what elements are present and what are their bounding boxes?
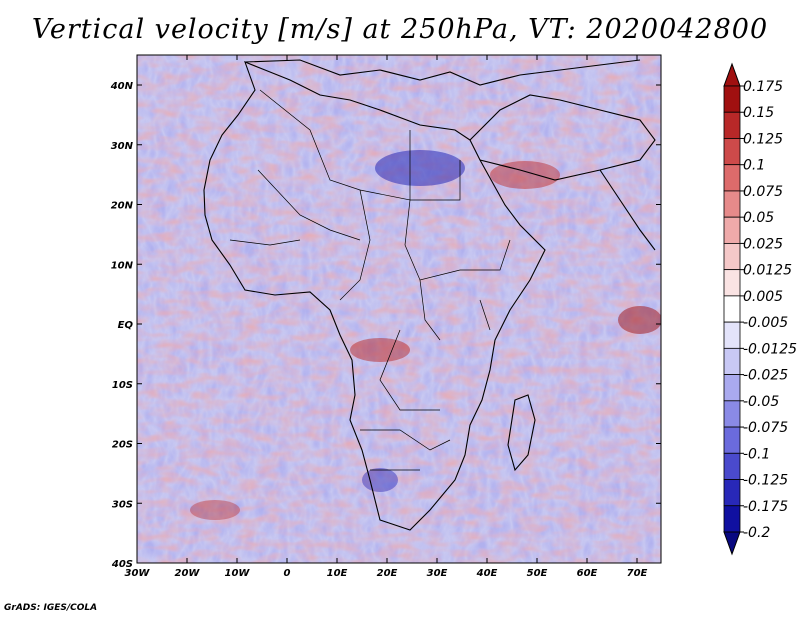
colorbar-swatch [723,400,741,428]
colorbar-swatch [723,374,741,402]
colorbar-swatch [723,452,741,480]
colorbar-label: 0.1 [743,158,765,174]
lon-label: 40E [476,568,498,579]
colorbar-swatch [723,111,741,139]
colorbar-label: -0.1 [743,446,770,462]
colorbar-swatch [723,85,741,113]
lon-label: 60E [577,568,598,579]
colorbar-swatch [723,321,741,349]
country-borders [229,89,511,471]
colorbar-label: -0.125 [743,473,788,489]
lon-label: 20W [175,568,201,579]
lat-label: 30S [112,499,133,510]
lon-label: 70E [627,568,648,579]
colorbar-swatch [723,347,741,375]
map-title: Vertical velocity [m/s] at 250hPa, VT: 2… [31,14,769,45]
lat-label: 10N [111,260,134,271]
colorbar-label: 0.15 [743,105,774,121]
lat-label: 40N [110,81,134,92]
colorbar-label: 0.05 [743,210,774,226]
strong-ascent-sahara [375,150,465,186]
colorbar-swatch [723,243,741,271]
colorbar-label: -0.05 [743,394,779,410]
lon-label: 10W [225,568,251,579]
colorbar: 0.175 0.15 0.125 0.1 0.075 0.05 0.025 0.0125 0.0… [723,62,797,556]
plot-area [137,55,661,563]
lon-label: 50E [527,568,548,579]
colorbar-swatch [723,138,741,166]
lon-label: 20E [377,568,398,579]
colorbar-swatch [723,479,741,507]
lat-label: 40S [111,559,133,570]
colorbar-label: -0.005 [743,315,788,331]
colorbar-label: -0.2 [743,525,770,541]
colorbar-label: -0.175 [743,499,788,515]
lat-label: 20S [112,440,133,451]
colorbar-label: -0.0125 [743,341,797,357]
lon-label: 30W [125,568,151,579]
colorbar-label: 0.075 [743,184,783,200]
descent-south-atlantic [190,500,240,520]
lat-label: 20N [111,201,134,212]
colorbar-label: -0.025 [743,368,788,384]
colorbar-bottom-arrow [723,531,741,556]
colorbar-swatch [723,505,741,533]
colorbar-swatch [723,164,741,192]
lon-label: 30E [427,568,448,579]
colorbar-swatch [723,190,741,218]
lat-label: 10S [112,380,133,391]
velocity-field [137,55,661,563]
lat-label: EQ [118,320,134,331]
latitude-axis: 40N 30N 20N 10N EQ 10S 20S 30S 40S [110,81,661,570]
colorbar-label: 0.025 [743,236,783,252]
lon-label: 0 [284,568,291,579]
strong-descent-arabia [490,161,560,189]
colorbar-swatch [723,295,741,323]
colorbar-swatch [723,426,741,454]
lat-label: 30N [111,141,134,152]
colorbar-label: 0.0125 [743,263,792,279]
strong-descent-indian-ocean [618,306,661,334]
colorbar-label: 0.005 [743,289,783,305]
credit-text: GrADS: IGES/COLA [4,603,98,613]
plot-frame [136,54,662,564]
coastlines [203,59,656,531]
colorbar-label: 0.125 [743,131,783,147]
colorbar-swatch [723,216,741,244]
colorbar-top-arrow [723,62,741,87]
colorbar-label: -0.075 [743,420,788,436]
longitude-axis: 30W 20W 10W 0 10E 20E 30E 40E 50E 60E 70E [125,55,648,579]
colorbar-swatch [723,269,741,297]
colorbar-label: 0.175 [743,79,783,95]
strong-descent-congo [350,338,410,362]
lon-label: 10E [327,568,348,579]
